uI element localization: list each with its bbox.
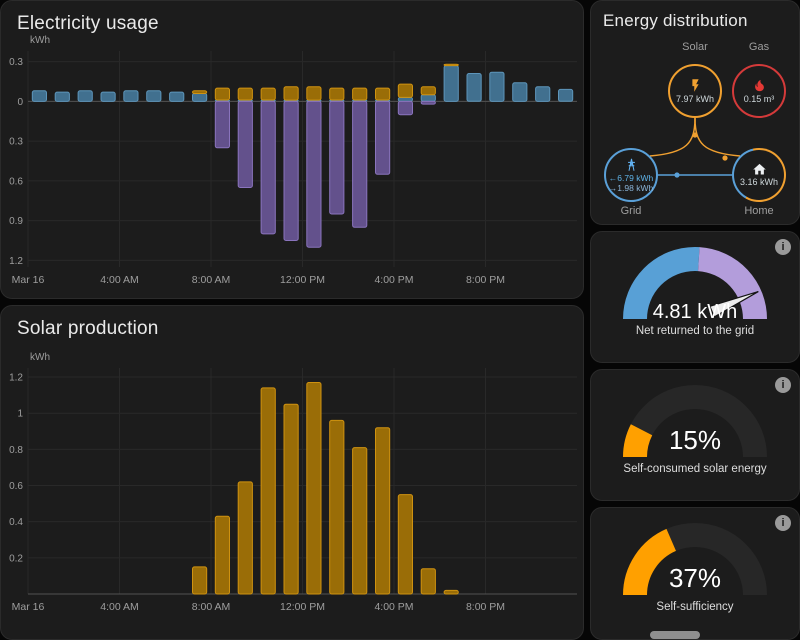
home-node-label: Home bbox=[744, 205, 774, 217]
gauge-value: 37% bbox=[668, 563, 722, 593]
grid-consumption-value: →1.98 kWh bbox=[608, 183, 654, 193]
grid-node-label: Grid bbox=[620, 205, 642, 217]
gauge-label: Self-consumed solar energy bbox=[623, 463, 767, 475]
svg-text:8:00 AM: 8:00 AM bbox=[192, 274, 231, 286]
grid-flow-dot bbox=[674, 172, 680, 178]
home-node-value: 3.16 kWh bbox=[739, 177, 779, 187]
home-node[interactable]: 3.16 kWh bbox=[732, 148, 786, 202]
gauge-label: Net returned to the grid bbox=[635, 325, 755, 337]
svg-text:12:00 PM: 12:00 PM bbox=[280, 274, 325, 286]
solar-production-card: Solar production Mar 16 4:00 AM 8:00 AM 12:… bbox=[0, 305, 584, 640]
self-sufficiency-gauge-card: 37% Self-sufficiency bbox=[590, 507, 800, 640]
solar-node[interactable]: 7.97 kWh bbox=[668, 64, 722, 118]
solar-node-label: Solar bbox=[682, 41, 708, 53]
energy-flow-lines bbox=[649, 117, 741, 178]
gas-node-value: 0.15 m³ bbox=[743, 93, 775, 104]
electricity-usage-title: Electricity usage bbox=[17, 13, 159, 34]
home-icon bbox=[752, 163, 766, 175]
energy-distribution-title: Energy distribution bbox=[603, 11, 748, 30]
svg-text:0.8: 0.8 bbox=[9, 445, 23, 456]
right-column: Energy distribution Solar Gas Grid Home … bbox=[590, 0, 800, 640]
grid-return-value: ←6.79 kWh bbox=[608, 173, 654, 183]
svg-text:Mar 16: Mar 16 bbox=[12, 274, 45, 286]
svg-text:0.6: 0.6 bbox=[9, 176, 23, 187]
electricity-usage-card: Electricity usage Mar 16 4:00 AM 8:00 AM 12… bbox=[0, 0, 584, 299]
transmission-tower-icon bbox=[627, 158, 635, 171]
svg-text:4:00 AM: 4:00 AM bbox=[100, 274, 139, 286]
svg-text:kWh: kWh bbox=[30, 352, 50, 363]
grid-node[interactable]: ←6.79 kWh →1.98 kWh bbox=[604, 148, 658, 202]
self-consumed-gauge-card: 15% Self-consumed solar energy bbox=[590, 369, 800, 501]
svg-text:0.3: 0.3 bbox=[9, 137, 23, 148]
svg-text:1.2: 1.2 bbox=[9, 256, 23, 267]
svg-text:4:00 PM: 4:00 PM bbox=[374, 601, 413, 613]
svg-text:12:00 PM: 12:00 PM bbox=[280, 601, 325, 613]
svg-text:0: 0 bbox=[17, 97, 23, 108]
gas-node[interactable]: 0.15 m³ bbox=[732, 64, 786, 118]
svg-text:0.9: 0.9 bbox=[9, 216, 23, 227]
gas-node-label: Gas bbox=[748, 41, 770, 53]
svg-text:8:00 PM: 8:00 PM bbox=[466, 274, 505, 286]
svg-text:4:00 PM: 4:00 PM bbox=[374, 274, 413, 286]
net-returned-gauge[interactable] bbox=[620, 244, 770, 322]
net-returned-gauge-card: 4.81 kWh Net returned to the grid bbox=[590, 231, 800, 363]
info-icon[interactable] bbox=[775, 377, 791, 393]
fire-icon bbox=[754, 79, 764, 91]
svg-text:1: 1 bbox=[17, 409, 23, 420]
info-icon[interactable] bbox=[775, 515, 791, 531]
svg-text:Mar 16: Mar 16 bbox=[12, 601, 45, 613]
self-consumed-gauge[interactable] bbox=[620, 382, 770, 460]
solar-production-title: Solar production bbox=[17, 318, 159, 339]
gauge-value: 15% bbox=[668, 425, 722, 455]
self-sufficiency-gauge[interactable] bbox=[620, 520, 770, 598]
solar-home-flow-dot bbox=[722, 155, 728, 161]
svg-text:0.3: 0.3 bbox=[9, 57, 23, 68]
svg-text:0.2: 0.2 bbox=[9, 553, 23, 564]
svg-text:8:00 AM: 8:00 AM bbox=[192, 601, 231, 613]
svg-text:4:00 AM: 4:00 AM bbox=[100, 601, 139, 613]
svg-text:0.4: 0.4 bbox=[9, 517, 23, 528]
energy-distribution-card: Energy distribution Solar Gas Grid Home … bbox=[590, 0, 800, 225]
solar-production-chart[interactable]: Mar 16 4:00 AM 8:00 AM 12:00 PM 4:00 PM 8:00 … bbox=[1, 306, 584, 639]
svg-text:0.6: 0.6 bbox=[9, 481, 23, 492]
solar-power-icon bbox=[691, 78, 699, 92]
left-column: Electricity usage Mar 16 4:00 AM 8:00 AM 12… bbox=[0, 0, 584, 640]
solar-node-value: 7.97 kWh bbox=[675, 93, 715, 104]
gauge-value: 4.81 kWh bbox=[652, 301, 738, 323]
gauge-label: Self-sufficiency bbox=[656, 601, 734, 613]
svg-text:8:00 PM: 8:00 PM bbox=[466, 601, 505, 613]
info-icon[interactable] bbox=[775, 239, 791, 255]
scrollbar-thumb[interactable] bbox=[650, 631, 700, 639]
electricity-usage-chart[interactable]: Mar 16 4:00 AM 8:00 AM 12:00 PM 4:00 PM 8:00 … bbox=[1, 1, 584, 298]
svg-text:1.2: 1.2 bbox=[9, 373, 23, 384]
svg-text:kWh: kWh bbox=[30, 35, 50, 46]
solar-flow-dot bbox=[692, 132, 698, 138]
